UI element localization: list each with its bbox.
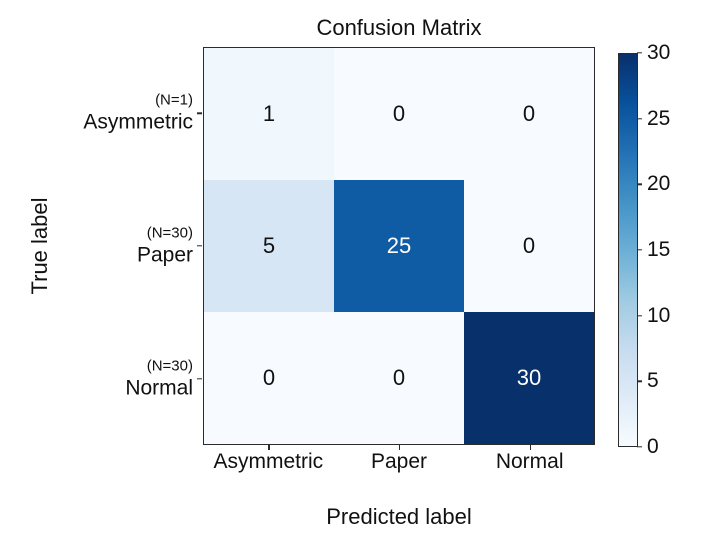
matrix-cell-r0c0: 1 xyxy=(204,48,334,180)
colorbar-tick-label-30: 30 xyxy=(647,41,671,64)
y-tick-count: (N=30) xyxy=(146,357,193,375)
x-tick-mark xyxy=(529,445,532,450)
matrix-cell-r1c2: 0 xyxy=(464,180,594,312)
colorbar-tick-label-10: 10 xyxy=(647,303,671,327)
x-tick-label-paper: Paper xyxy=(370,450,428,473)
matrix-cell-r2c1: 0 xyxy=(334,312,464,444)
matrix-cell-r0c1: 0 xyxy=(334,48,464,180)
y-tick-label-paper: (N=30) Paper xyxy=(137,224,193,267)
matrix-cell-r0c2: 0 xyxy=(464,48,594,180)
y-tick-category: Asymmetric xyxy=(83,110,193,134)
colorbar-tick-mark xyxy=(637,380,642,383)
colorbar-tick-label-25: 25 xyxy=(647,106,671,130)
y-tick-category: Normal xyxy=(125,376,193,400)
x-tick-label-normal: Normal xyxy=(495,450,564,473)
colorbar-tick-mark xyxy=(637,52,642,54)
y-tick-mark xyxy=(197,377,202,380)
y-tick-label-asymmetric: (N=1) Asymmetric xyxy=(83,92,193,135)
colorbar-tick-mark xyxy=(637,314,642,317)
x-tick-label-asymmetric: Asymmetric xyxy=(213,450,324,473)
y-tick-count: (N=30) xyxy=(146,224,193,242)
matrix-cell-r2c0: 0 xyxy=(204,312,334,444)
colorbar-tick-label-0: 0 xyxy=(647,435,659,458)
heatmap-grid: 1 0 0 5 25 0 0 0 30 xyxy=(203,47,595,445)
y-tick-category: Paper xyxy=(136,243,193,267)
colorbar-tick-mark xyxy=(637,249,642,251)
colorbar-tick-mark xyxy=(637,117,642,120)
matrix-cell-r1c0: 5 xyxy=(204,180,334,312)
colorbar-tick-label-15: 15 xyxy=(647,238,671,261)
matrix-cell-r2c2: 30 xyxy=(464,312,594,444)
colorbar xyxy=(618,53,638,447)
colorbar-tick-label-5: 5 xyxy=(647,369,659,393)
x-tick-mark xyxy=(399,445,401,450)
x-axis-label: Predicted label xyxy=(326,504,472,529)
colorbar-tick-label-20: 20 xyxy=(647,172,671,196)
y-tick-count: (N=1) xyxy=(155,91,193,109)
y-tick-mark xyxy=(197,245,202,247)
colorbar-tick-mark xyxy=(637,183,642,186)
y-tick-label-normal: (N=30) Normal xyxy=(125,357,193,400)
x-tick-mark xyxy=(268,445,270,450)
colorbar-tick-mark xyxy=(637,446,642,448)
y-tick-mark xyxy=(197,112,202,115)
chart-title: Confusion Matrix xyxy=(316,15,482,40)
matrix-cell-r1c1: 25 xyxy=(334,180,464,312)
y-axis-label: True label xyxy=(27,197,52,295)
